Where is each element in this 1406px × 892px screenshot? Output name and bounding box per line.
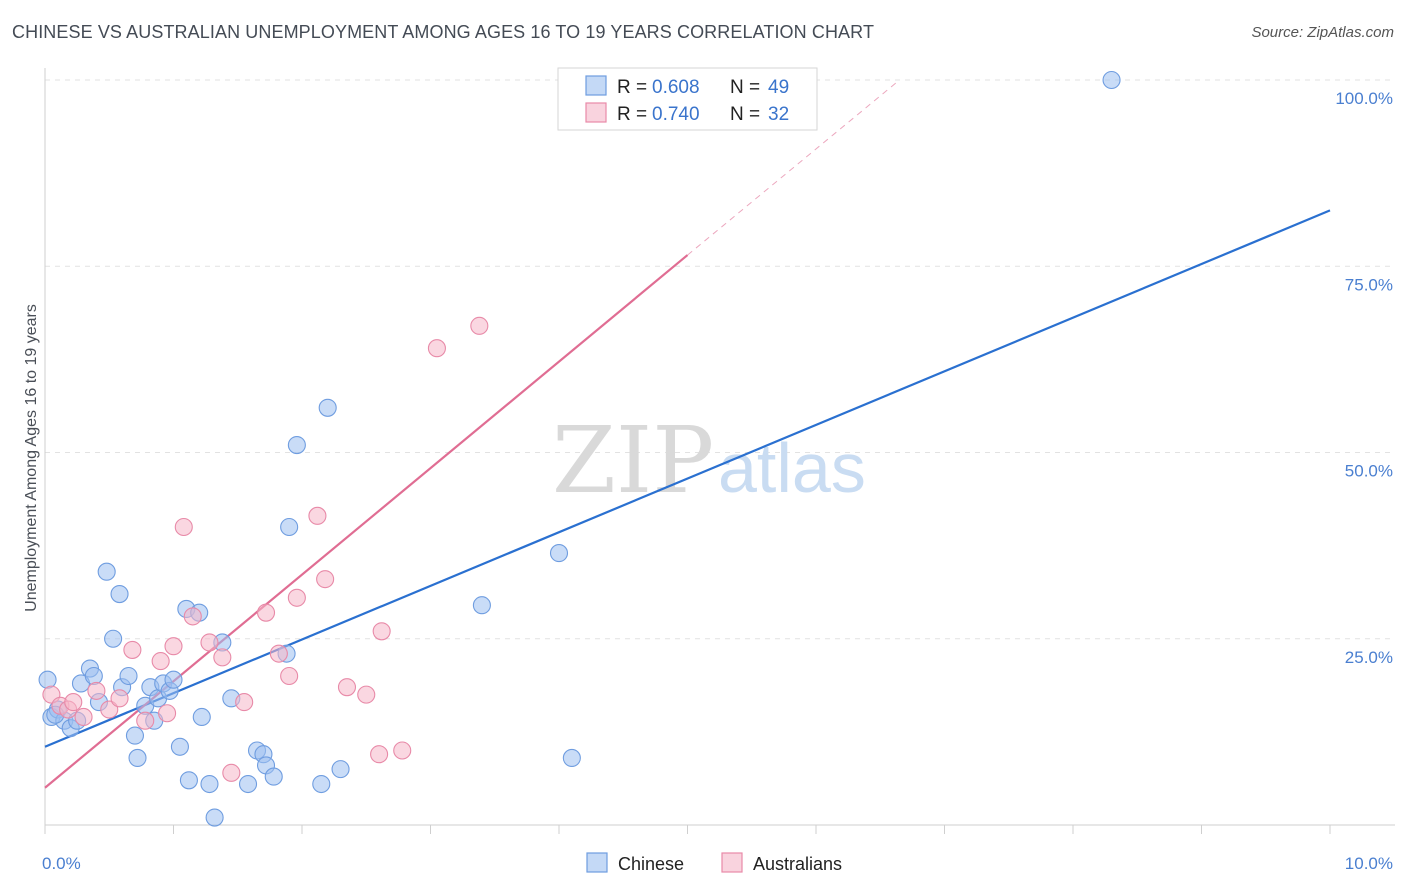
data-point xyxy=(84,666,103,686)
data-point xyxy=(110,689,129,708)
y-axis-label: Unemployment Among Ages 16 to 19 years xyxy=(23,304,40,612)
y-tick-label: 75.0% xyxy=(1345,275,1393,294)
data-point xyxy=(280,517,299,537)
data-point xyxy=(183,607,202,626)
data-point xyxy=(312,774,331,794)
data-point xyxy=(179,771,198,790)
data-point xyxy=(64,693,83,712)
legend-swatch-australians xyxy=(585,102,607,123)
data-point xyxy=(472,596,491,615)
data-point xyxy=(110,584,129,604)
legend-r-label: R = xyxy=(617,104,647,125)
data-point xyxy=(337,678,357,697)
data-point xyxy=(269,644,288,663)
data-point xyxy=(104,629,123,648)
bottom-legend: Chinese Australians xyxy=(586,852,842,874)
y-tick-label: 50.0% xyxy=(1345,462,1393,481)
data-point xyxy=(331,760,350,779)
legend-swatch-chinese xyxy=(585,75,607,96)
bottom-legend-swatch-australians xyxy=(721,852,743,873)
data-point xyxy=(357,685,376,704)
data-point xyxy=(316,570,335,589)
watermark-zip: ZIP xyxy=(552,407,714,514)
bottom-legend-chinese: Chinese xyxy=(618,854,684,874)
chart-title: CHINESE VS AUSTRALIAN UNEMPLOYMENT AMONG… xyxy=(12,22,875,42)
legend-n-label: N = xyxy=(730,77,760,98)
data-point xyxy=(119,666,138,686)
data-point xyxy=(1102,70,1121,90)
legend-r-value: 0.740 xyxy=(652,104,700,125)
watermark-atlas: atlas xyxy=(718,429,866,507)
data-point xyxy=(128,748,147,768)
data-point xyxy=(74,707,93,727)
legend-n-value: 49 xyxy=(768,77,789,98)
trend-line-chinese xyxy=(44,209,1331,748)
legend-r-value: 0.608 xyxy=(652,77,700,98)
x-tick-label: 10.0% xyxy=(1345,854,1393,873)
data-point xyxy=(87,681,106,700)
data-point xyxy=(318,398,337,417)
data-point xyxy=(549,544,569,563)
grid-lines xyxy=(45,79,1395,640)
data-point xyxy=(256,603,276,622)
data-point xyxy=(372,622,391,641)
data-point xyxy=(287,435,306,455)
data-point xyxy=(427,339,446,358)
data-point xyxy=(264,767,283,786)
data-point xyxy=(192,707,211,727)
bottom-legend-swatch-chinese xyxy=(586,852,608,873)
data-point xyxy=(222,763,241,782)
legend: R = 0.608 N = 49 R = 0.740 N = 32 xyxy=(557,67,818,131)
data-point xyxy=(287,588,306,607)
data-point xyxy=(280,666,299,686)
legend-n-value: 32 xyxy=(768,104,789,125)
y-tick-label: 100.0% xyxy=(1335,89,1393,108)
data-point xyxy=(100,700,119,719)
data-point xyxy=(562,748,581,768)
data-point xyxy=(200,633,219,652)
trend-line-extension xyxy=(687,79,900,256)
source-label: Source: ZipAtlas.com xyxy=(1251,24,1394,41)
legend-n-label: N = xyxy=(730,104,760,125)
data-point xyxy=(97,562,116,581)
data-points xyxy=(38,70,1121,827)
data-point xyxy=(151,652,170,671)
bottom-legend-australians: Australians xyxy=(753,854,842,874)
data-point xyxy=(38,670,57,689)
data-point xyxy=(470,316,489,335)
data-point xyxy=(308,506,327,525)
data-point xyxy=(164,637,183,656)
watermark: ZIP atlas xyxy=(552,407,866,514)
tick-labels: 25.0% 50.0% 75.0% 100.0% 0.0% 10.0% xyxy=(42,89,1393,873)
data-point xyxy=(370,745,389,764)
series-australians xyxy=(42,316,489,782)
data-point xyxy=(125,726,144,745)
y-tick-label: 25.0% xyxy=(1345,648,1393,667)
x-tick-label: 0.0% xyxy=(42,854,81,873)
data-point xyxy=(170,737,189,756)
data-point xyxy=(158,704,177,723)
data-point xyxy=(123,640,142,659)
data-point xyxy=(205,808,224,827)
data-point xyxy=(238,774,258,794)
data-point xyxy=(393,741,412,760)
data-point xyxy=(200,774,219,794)
data-point xyxy=(235,693,254,712)
data-point xyxy=(164,670,183,689)
data-point xyxy=(174,517,193,537)
data-point xyxy=(213,648,232,667)
legend-r-label: R = xyxy=(617,77,647,98)
data-point xyxy=(136,711,155,730)
